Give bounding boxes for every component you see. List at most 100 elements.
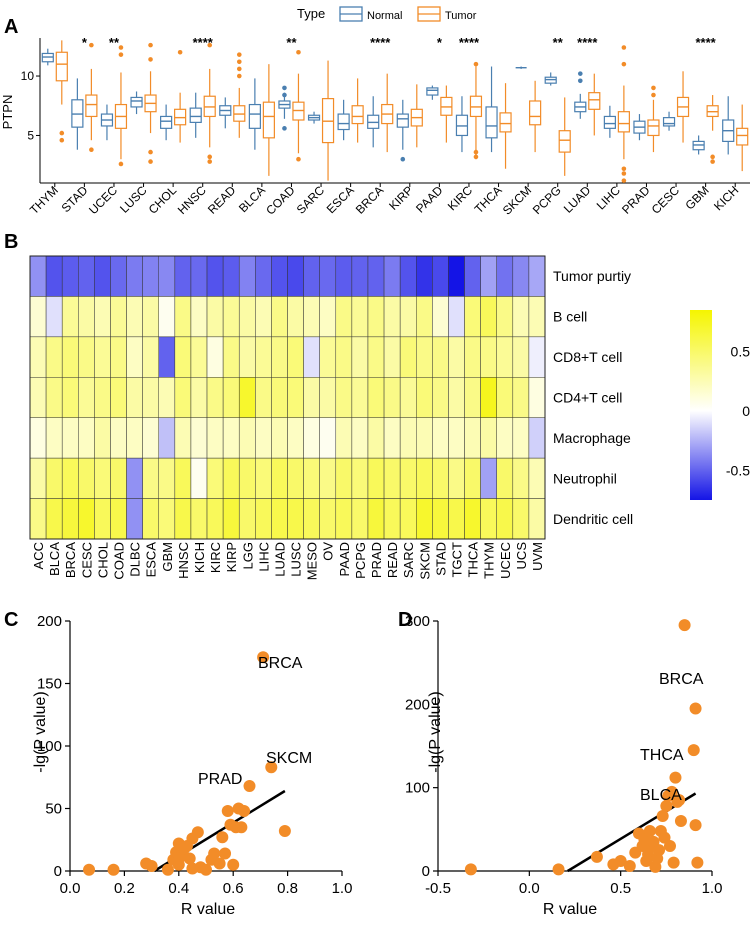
box-iqr <box>588 92 601 110</box>
heat-cell-coad-2 <box>110 336 127 378</box>
outlier-point <box>473 61 479 67</box>
c-point <box>183 852 196 865</box>
panel-a-boxplot: Type Normal Tumor PTPN 510 * ** **** ** ****… <box>0 6 750 218</box>
heat-cell-kirp-3 <box>222 377 240 418</box>
heat-cell-gbm-4 <box>158 417 176 459</box>
x-tick-label-pcpg: PCPG <box>530 183 564 217</box>
heat-cell-thca-1 <box>464 296 481 338</box>
heatmap-cells <box>29 255 546 540</box>
heat-cell-luad-1 <box>271 296 288 338</box>
x-axis-label-c: R value <box>181 901 235 918</box>
heat-cell-skcm-3 <box>416 377 433 418</box>
column-label-skcm: SKCM <box>417 542 432 580</box>
heat-cell-cesc-4 <box>78 417 95 459</box>
heat-cell-blca-0 <box>45 255 63 297</box>
heat-cell-esca-2 <box>142 336 159 378</box>
heat-cell-dlbc-5 <box>126 457 143 499</box>
column-label-sarc: SARC <box>401 542 416 578</box>
heat-cell-kich-5 <box>190 457 208 499</box>
heat-cell-ucec-4 <box>496 417 514 459</box>
heat-cell-brca-1 <box>61 296 79 338</box>
box-normal-pcpg <box>544 72 557 86</box>
d-x-tick-label: 0.5 <box>610 880 631 897</box>
d-point <box>689 819 702 832</box>
panel-label-a: A <box>4 16 18 38</box>
outlier-point <box>621 171 627 176</box>
box-tumor-sarc <box>321 60 335 181</box>
box-iqr <box>351 105 364 125</box>
box-normal-gbm <box>692 135 705 155</box>
colorbar-tick-label: 0 <box>742 403 750 419</box>
heat-cell-ucs-2 <box>512 336 530 378</box>
heat-cell-thca-5 <box>464 457 481 499</box>
heat-cell-sarc-0 <box>399 255 417 297</box>
heat-cell-blca-4 <box>45 417 63 459</box>
column-label-acc: ACC <box>31 542 46 569</box>
outlier-point <box>148 42 153 48</box>
colorbar-tick-label: -0.5 <box>726 462 750 478</box>
significance-marks: * ** **** ** **** * **** ** **** **** <box>82 35 717 50</box>
heat-cell-coad-0 <box>110 255 127 297</box>
heat-cell-hnsc-6 <box>174 498 192 540</box>
heat-cell-lihc-3 <box>255 377 272 418</box>
heat-cell-luad-3 <box>271 377 288 418</box>
box-normal-kirp <box>396 99 409 162</box>
heat-cell-thca-0 <box>464 255 481 297</box>
c-y-tick-label: 150 <box>37 676 62 693</box>
outlier-point <box>710 154 715 160</box>
box-tumor-chol <box>174 49 187 143</box>
heat-cell-thym-5 <box>480 457 497 499</box>
c-x-tick-label: 0.4 <box>168 880 189 897</box>
x-axis-label-d: R value <box>543 901 597 918</box>
column-label-meso: MESO <box>305 542 320 580</box>
x-tick-labels-a: THYMSTADUCECLUSCCHOLHNSCREADBLCACOADSARC… <box>27 183 741 218</box>
box-normal-blca <box>248 78 261 150</box>
legend-label-tumor: Tumor <box>445 10 477 22</box>
box-tumor-thym <box>55 40 68 143</box>
column-label-paad: PAAD <box>337 542 352 576</box>
heat-cell-thca-2 <box>464 336 481 378</box>
heat-cell-ov-5 <box>319 457 337 499</box>
heat-cell-blca-6 <box>45 498 63 540</box>
heat-cell-ov-3 <box>319 377 337 418</box>
d-point <box>678 619 691 632</box>
box-tumor-kirp <box>410 84 423 148</box>
d-annotation-blca: BLCA <box>640 787 682 804</box>
heat-cell-acc-1 <box>29 296 47 338</box>
heat-cell-luad-5 <box>271 457 288 499</box>
box-normal-thym <box>41 48 54 66</box>
heat-cell-brca-0 <box>61 255 79 297</box>
heat-cell-hnsc-3 <box>174 377 192 418</box>
c-point <box>278 825 291 837</box>
box-tumor-cesc <box>676 71 690 143</box>
colorbar <box>690 310 712 500</box>
heat-cell-kich-0 <box>190 255 208 297</box>
box-iqr <box>426 87 439 96</box>
heat-cell-meso-6 <box>303 498 320 540</box>
c-point <box>235 821 248 834</box>
c-x-tick-label: 1.0 <box>332 880 353 897</box>
heat-cell-chol-6 <box>94 498 111 540</box>
x-tick-label-thca: THCA <box>472 183 505 216</box>
outlier-point <box>651 85 656 91</box>
heat-cell-lgg-4 <box>238 417 256 459</box>
box-normal-lusc <box>130 91 143 115</box>
heat-cell-luad-6 <box>271 498 288 540</box>
outlier-point <box>118 45 124 50</box>
heat-cell-lgg-5 <box>238 457 256 499</box>
box-iqr <box>736 127 749 146</box>
column-label-kirp: KIRP <box>224 542 239 572</box>
heat-cell-coad-5 <box>110 457 127 499</box>
c-point <box>219 847 232 860</box>
heat-cell-sarc-2 <box>399 336 417 378</box>
heat-cell-acc-0 <box>29 255 47 297</box>
heat-cell-read-4 <box>383 417 401 459</box>
heat-cell-kirp-0 <box>222 255 240 297</box>
outlier-point <box>577 71 583 76</box>
heat-cell-chol-2 <box>94 336 111 378</box>
heat-cell-gbm-0 <box>158 255 176 297</box>
outlier-point <box>59 130 65 136</box>
c-point <box>161 863 174 876</box>
x-tick-label-brca: BRCA <box>353 183 386 216</box>
heat-cell-esca-6 <box>142 498 159 540</box>
